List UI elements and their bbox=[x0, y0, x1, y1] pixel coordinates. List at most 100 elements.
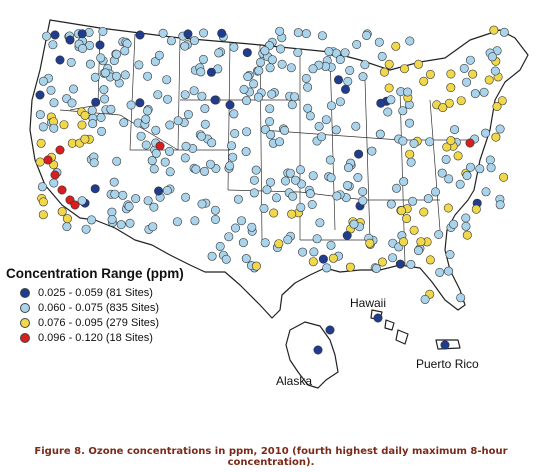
site-marker bbox=[189, 86, 199, 96]
site-marker bbox=[143, 71, 153, 81]
site-marker bbox=[221, 254, 231, 264]
site-marker bbox=[180, 41, 190, 51]
site-marker bbox=[35, 157, 45, 167]
site-marker bbox=[351, 121, 361, 131]
site-marker bbox=[479, 87, 489, 97]
site-marker bbox=[148, 222, 158, 232]
site-marker bbox=[308, 257, 318, 267]
figure-caption: Figure 8. Ozone concentrations in ppm, 2… bbox=[34, 446, 508, 468]
site-marker bbox=[166, 36, 176, 46]
site-marker bbox=[495, 200, 505, 210]
site-marker bbox=[96, 113, 106, 123]
site-marker bbox=[308, 64, 318, 74]
site-marker bbox=[465, 162, 475, 172]
site-marker bbox=[383, 107, 393, 117]
site-marker bbox=[317, 132, 327, 142]
site-marker bbox=[50, 170, 60, 180]
site-marker bbox=[332, 191, 342, 201]
site-marker bbox=[444, 98, 454, 108]
site-marker bbox=[198, 54, 208, 64]
site-marker bbox=[280, 125, 290, 135]
site-marker bbox=[317, 31, 327, 41]
site-marker bbox=[492, 102, 502, 112]
legend-label-high: 0.096 - 0.120 (18 Sites) bbox=[38, 331, 153, 344]
site-marker bbox=[162, 75, 172, 85]
site-marker bbox=[293, 47, 303, 57]
site-marker bbox=[287, 100, 297, 110]
site-marker bbox=[80, 110, 90, 120]
site-marker bbox=[450, 125, 460, 135]
site-marker bbox=[404, 118, 414, 128]
site-marker bbox=[413, 246, 423, 256]
site-marker bbox=[260, 46, 270, 56]
site-marker bbox=[441, 154, 451, 164]
site-marker bbox=[318, 254, 328, 264]
site-marker bbox=[461, 213, 471, 223]
site-marker bbox=[254, 66, 264, 76]
site-marker bbox=[135, 30, 145, 40]
site-marker bbox=[345, 65, 355, 75]
site-marker bbox=[151, 125, 161, 135]
site-marker bbox=[358, 72, 368, 82]
site-marker bbox=[420, 294, 430, 304]
site-marker bbox=[224, 232, 234, 242]
site-marker bbox=[399, 177, 409, 187]
site-marker bbox=[277, 59, 287, 69]
site-marker bbox=[143, 106, 153, 116]
site-marker bbox=[298, 247, 308, 257]
site-marker bbox=[456, 293, 466, 303]
site-marker bbox=[303, 103, 313, 113]
site-marker bbox=[136, 131, 146, 141]
site-marker bbox=[206, 67, 216, 77]
site-marker bbox=[141, 114, 151, 124]
site-marker bbox=[340, 48, 350, 58]
site-marker bbox=[321, 115, 331, 125]
site-marker bbox=[55, 145, 65, 155]
legend: Concentration Range (ppm) 0.025 - 0.059 … bbox=[6, 266, 236, 345]
site-marker bbox=[343, 76, 353, 86]
site-marker bbox=[243, 72, 253, 82]
site-marker bbox=[377, 257, 387, 267]
site-marker bbox=[180, 153, 190, 163]
site-marker bbox=[331, 125, 341, 135]
site-marker bbox=[100, 94, 110, 104]
site-marker bbox=[38, 76, 48, 86]
site-marker bbox=[307, 200, 317, 210]
site-marker bbox=[126, 100, 136, 110]
site-marker bbox=[340, 84, 350, 94]
site-marker bbox=[214, 48, 224, 58]
site-marker bbox=[413, 59, 423, 69]
site-marker bbox=[326, 101, 336, 111]
site-marker bbox=[398, 237, 408, 247]
site-marker bbox=[147, 156, 157, 166]
site-marker bbox=[455, 179, 465, 189]
us-ozone-map bbox=[29, 19, 529, 389]
site-marker bbox=[254, 92, 264, 102]
site-marker bbox=[199, 28, 209, 38]
site-marker bbox=[342, 180, 352, 190]
site-marker bbox=[405, 149, 415, 159]
site-marker bbox=[227, 141, 237, 151]
site-marker bbox=[322, 263, 332, 273]
site-marker bbox=[49, 123, 59, 133]
site-marker bbox=[419, 76, 429, 86]
site-marker bbox=[295, 165, 305, 175]
site-marker bbox=[66, 57, 76, 67]
site-marker bbox=[406, 259, 416, 269]
site-marker bbox=[98, 26, 108, 36]
site-marker bbox=[120, 70, 130, 80]
site-marker bbox=[125, 218, 135, 228]
site-marker bbox=[301, 29, 311, 39]
site-marker bbox=[313, 345, 323, 355]
site-marker bbox=[326, 240, 336, 250]
legend-item-moderate: 0.060 - 0.075 (835 Sites) bbox=[6, 300, 236, 315]
site-marker bbox=[165, 120, 175, 130]
site-marker bbox=[154, 186, 164, 196]
site-marker bbox=[435, 267, 445, 277]
site-marker bbox=[388, 253, 398, 263]
site-marker bbox=[99, 85, 109, 95]
site-marker bbox=[403, 87, 413, 97]
site-marker bbox=[266, 130, 276, 140]
site-marker bbox=[445, 250, 455, 260]
alaska-outline bbox=[285, 321, 339, 389]
